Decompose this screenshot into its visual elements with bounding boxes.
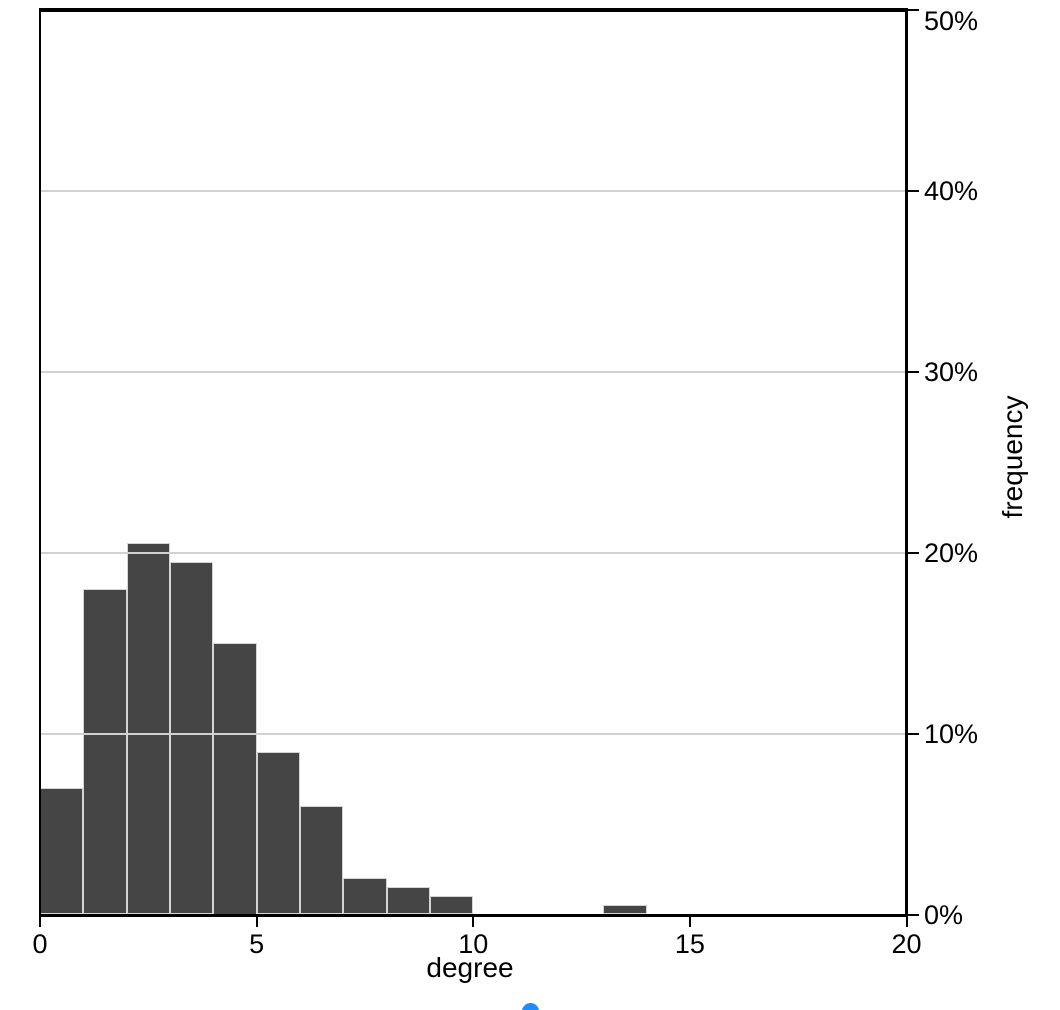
histogram-bar: [429, 896, 474, 915]
y-tick-mark: [908, 732, 919, 736]
y-tick-label: 10%: [924, 719, 979, 749]
x-axis-title: degree: [426, 952, 514, 983]
y-tick-mark: [908, 551, 919, 555]
y-gridline: [39, 552, 907, 554]
x-tick-label: 10: [458, 929, 489, 959]
y-gridline: [39, 733, 907, 735]
histogram-bar: [213, 643, 257, 915]
y-tick-label: 50%: [924, 6, 979, 36]
y-tick-label: 20%: [924, 538, 979, 568]
x-tick-mark: [905, 915, 908, 927]
y-gridline: [39, 371, 907, 373]
y-tick-mark: [908, 189, 919, 193]
histogram-bar: [40, 787, 84, 915]
plot-top-border: [38, 8, 908, 12]
x-tick-label: 20: [891, 929, 922, 959]
histogram-bar: [83, 588, 127, 915]
y-axis-line: [905, 8, 908, 917]
y-tick-mark: [908, 8, 919, 12]
plot-left-border: [38, 8, 41, 917]
y-tick-mark: [908, 913, 919, 917]
histogram-bar: [169, 561, 214, 915]
histogram-bar: [299, 805, 344, 915]
y-gridline: [39, 190, 907, 192]
y-tick-label: 30%: [924, 357, 979, 387]
y-tick-mark: [908, 370, 919, 374]
y-tick-label: 0%: [924, 900, 964, 930]
x-tick-label: 0: [32, 929, 48, 959]
histogram-bar: [386, 887, 430, 915]
x-tick-label: 5: [249, 929, 265, 959]
x-tick-mark: [688, 915, 691, 927]
x-tick-mark: [255, 915, 258, 927]
x-tick-mark: [472, 915, 475, 927]
histogram-bar: [343, 878, 387, 915]
histogram-bar: [126, 543, 170, 915]
y-axis-title: frequency: [997, 395, 1028, 519]
x-tick-label: 15: [674, 929, 705, 959]
blue-circle-partial[interactable]: [522, 1003, 539, 1010]
histogram-bar: [256, 751, 300, 915]
x-tick-mark: [39, 915, 41, 927]
y-tick-label: 40%: [924, 176, 979, 206]
